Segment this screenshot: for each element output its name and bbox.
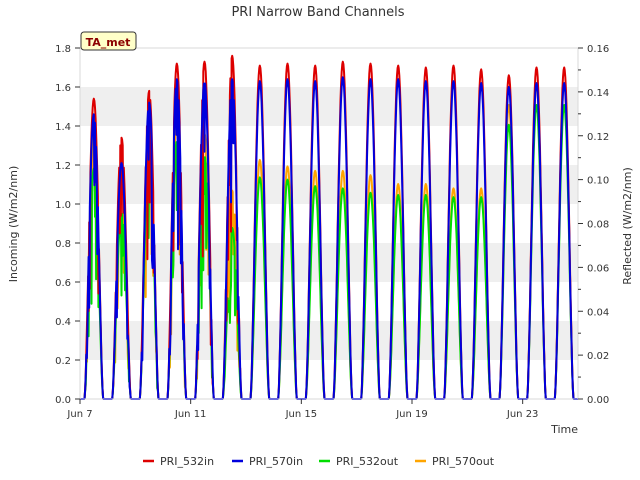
grid-band <box>80 165 578 204</box>
x-tick-label: Jun 11 <box>174 409 207 420</box>
x-tick-label: Jun 23 <box>506 409 539 420</box>
legend-label: PRI_532out <box>336 455 399 468</box>
legend: PRI_532in PRI_570in PRI_532out PRI_570out <box>143 455 495 468</box>
grid-band <box>80 87 578 126</box>
y-left-tick-label: 1.0 <box>55 200 71 211</box>
y-right-tick-label: 0.12 <box>587 132 609 143</box>
y-left-tick-label: 0.0 <box>55 395 71 406</box>
y-right-tick-label: 0.14 <box>587 88 609 99</box>
y-right-tick-label: 0.02 <box>587 351 609 362</box>
y-right-tick-label: 0.10 <box>587 176 609 187</box>
x-axis-label: Time <box>550 423 578 436</box>
y-right-tick-label: 0.08 <box>587 220 609 231</box>
station-badge-label: TA_met <box>86 36 131 49</box>
y-left-tick-label: 1.8 <box>55 44 71 55</box>
y-right-tick-label: 0.00 <box>587 395 609 406</box>
x-tick-label: Jun 19 <box>395 409 428 420</box>
y-right-tick-label: 0.16 <box>587 44 609 55</box>
y-axis-left-label: Incoming (W/m2/nm) <box>7 166 20 283</box>
y-axis-right-label: Reflected (W/m2/nm) <box>621 167 634 285</box>
y-right-tick-label: 0.04 <box>587 307 609 318</box>
y-left-tick-label: 0.4 <box>55 317 71 328</box>
y-left-tick-label: 1.6 <box>55 83 71 94</box>
x-tick-label: Jun 15 <box>285 409 318 420</box>
y-left-tick-label: 0.8 <box>55 239 71 250</box>
y-left-tick-label: 1.2 <box>55 161 71 172</box>
axes: 0.0 0.2 0.4 0.6 0.8 1.0 1.2 1.4 1.6 1.8 0.00 0.02 0.… <box>55 44 609 420</box>
grid-band <box>80 243 578 282</box>
station-badge-box <box>80 31 137 51</box>
grid-bands <box>80 87 578 360</box>
y-left-tick-label: 0.2 <box>55 356 71 367</box>
legend-label: PRI_532in <box>160 455 214 468</box>
legend-label: PRI_570out <box>432 455 495 468</box>
y-right-tick-label: 0.06 <box>587 263 609 274</box>
chart-title: PRI Narrow Band Channels <box>231 5 404 20</box>
grid-band <box>80 321 578 360</box>
y-left-tick-label: 1.4 <box>55 122 71 133</box>
x-tick-label: Jun 7 <box>66 409 92 420</box>
station-badge: TA_met <box>80 31 137 51</box>
legend-label: PRI_570in <box>249 455 303 468</box>
y-left-tick-label: 0.6 <box>55 278 71 289</box>
